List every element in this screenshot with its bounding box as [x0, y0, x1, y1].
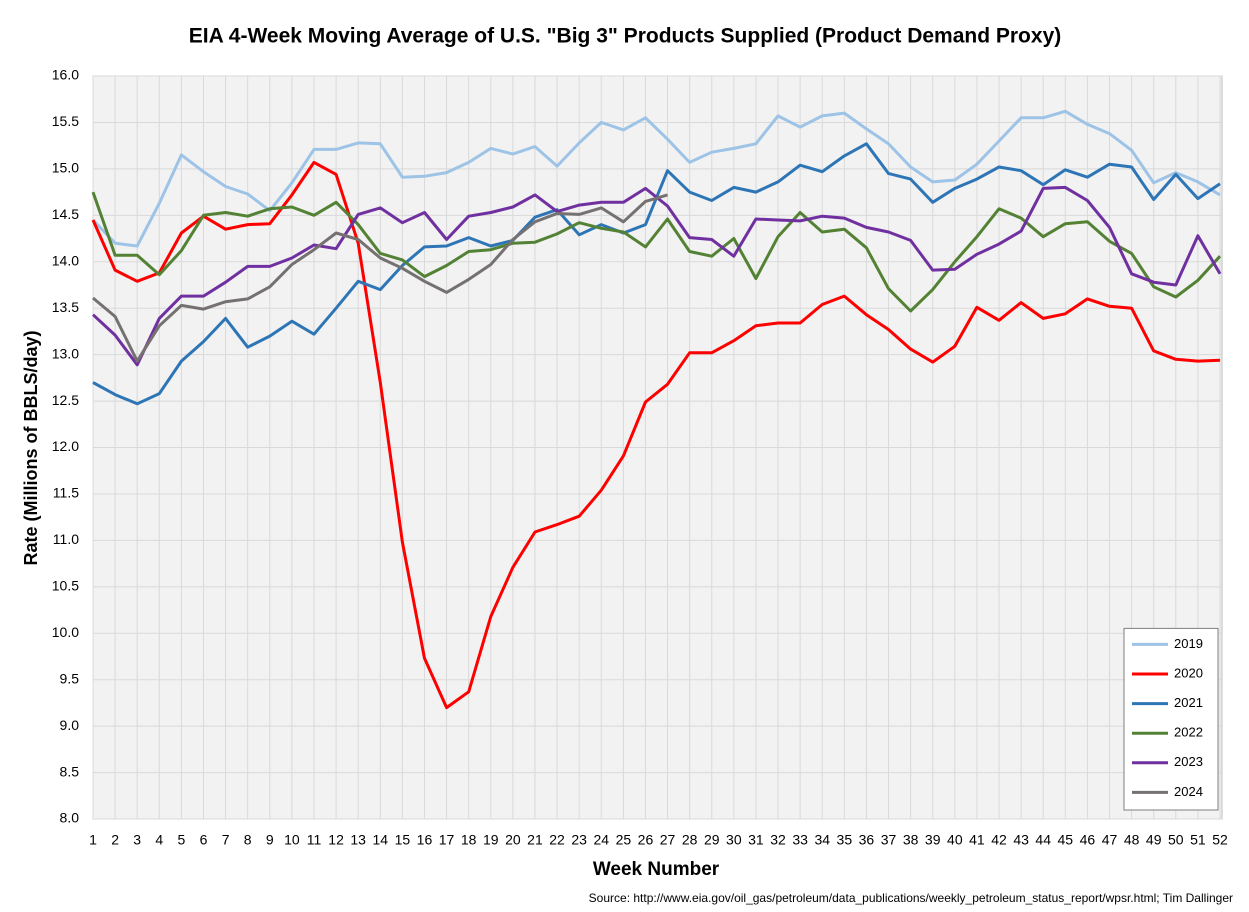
- legend-box: [1123, 627, 1219, 811]
- x-tick-label: 52: [1212, 832, 1228, 848]
- x-tick-label: 44: [1035, 832, 1051, 848]
- legend-label: 2019: [1174, 636, 1203, 651]
- x-tick-label: 10: [284, 832, 300, 848]
- x-tick-label: 24: [593, 832, 609, 848]
- x-tick-label: 50: [1168, 832, 1184, 848]
- x-tick-label: 5: [177, 832, 185, 848]
- x-tick-label: 33: [792, 832, 808, 848]
- chart-title: EIA 4-Week Moving Average of U.S. "Big 3…: [189, 25, 1062, 48]
- y-tick-label: 14.5: [52, 206, 79, 222]
- x-tick-label: 36: [859, 832, 875, 848]
- y-tick-label: 12.5: [52, 392, 79, 408]
- legend-label: 2023: [1174, 754, 1203, 769]
- y-tick-label: 13.5: [52, 299, 79, 315]
- x-tick-label: 40: [947, 832, 963, 848]
- x-tick-label: 25: [616, 832, 632, 848]
- y-tick-label: 9.0: [60, 717, 80, 733]
- x-tick-label: 4: [155, 832, 163, 848]
- x-tick-label: 21: [527, 832, 543, 848]
- x-tick-label: 18: [461, 832, 477, 848]
- x-tick-label: 35: [837, 832, 853, 848]
- y-tick-label: 11.0: [53, 531, 79, 547]
- x-tick-label: 39: [925, 832, 941, 848]
- y-axis-label: Rate (Millions of BBLS/day): [21, 330, 41, 565]
- y-tick-label: 9.5: [60, 670, 80, 686]
- x-tick-label: 3: [133, 832, 141, 848]
- x-tick-label: 26: [638, 832, 654, 848]
- x-tick-label: 23: [571, 832, 587, 848]
- x-tick-label: 1: [89, 832, 97, 848]
- x-tick-label: 22: [549, 832, 565, 848]
- legend-label: 2022: [1174, 725, 1203, 740]
- x-tick-label: 46: [1080, 832, 1096, 848]
- x-tick-label: 34: [814, 832, 830, 848]
- y-tick-label: 14.0: [52, 252, 79, 268]
- series-line: [91, 109, 1221, 248]
- x-tick-label: 41: [969, 832, 985, 848]
- x-tick-label: 31: [748, 832, 764, 848]
- x-tick-label: 6: [200, 832, 208, 848]
- x-tick-label: 48: [1124, 832, 1140, 848]
- series-line: [91, 191, 1222, 313]
- y-tick-label: 15.0: [52, 160, 79, 176]
- y-tick-label: 8.0: [60, 810, 80, 826]
- x-tick-label: 47: [1102, 832, 1118, 848]
- x-tick-label: 29: [704, 832, 720, 848]
- y-tick-label: 15.5: [52, 113, 79, 129]
- legend-label: 2020: [1174, 665, 1203, 680]
- x-tick-label: 49: [1146, 832, 1162, 848]
- x-axis-label: Week Number: [593, 859, 720, 880]
- x-tick-label: 30: [726, 832, 742, 848]
- x-tick-label: 15: [395, 832, 411, 848]
- series-line: [92, 193, 668, 363]
- legend-label: 2021: [1174, 695, 1203, 710]
- x-tick-label: 11: [307, 832, 322, 848]
- x-tick-label: 42: [991, 832, 1007, 848]
- source-note: Source: http://www.eia.gov/oil_gas/petro…: [589, 891, 1233, 905]
- x-tick-label: 7: [222, 832, 230, 848]
- x-tick-label: 45: [1058, 832, 1074, 848]
- y-tick-label: 12.0: [52, 438, 79, 454]
- x-tick-label: 32: [770, 832, 786, 848]
- y-tick-label: 8.5: [60, 763, 80, 779]
- x-tick-label: 16: [417, 832, 433, 848]
- x-tick-label: 14: [372, 832, 388, 848]
- x-tick-label: 28: [682, 832, 698, 848]
- x-tick-label: 13: [350, 832, 366, 848]
- y-tick-label: 16.0: [52, 67, 79, 83]
- y-tick-label: 10.5: [52, 578, 79, 594]
- x-tick-label: 37: [881, 832, 897, 848]
- x-tick-label: 19: [483, 832, 499, 848]
- y-tick-label: 11.5: [53, 485, 79, 501]
- y-tick-label: 10.0: [52, 624, 79, 640]
- x-tick-label: 17: [439, 832, 455, 848]
- x-tick-label: 43: [1013, 832, 1029, 848]
- legend-label: 2024: [1174, 784, 1203, 799]
- x-tick-label: 9: [266, 832, 274, 848]
- x-tick-label: 27: [660, 832, 676, 848]
- x-tick-label: 38: [903, 832, 919, 848]
- x-tick-label: 12: [328, 832, 344, 848]
- x-tick-label: 8: [244, 832, 252, 848]
- x-tick-label: 20: [505, 832, 521, 848]
- x-tick-label: 2: [111, 832, 119, 848]
- y-tick-label: 13.0: [52, 345, 79, 361]
- x-tick-label: 51: [1190, 832, 1206, 848]
